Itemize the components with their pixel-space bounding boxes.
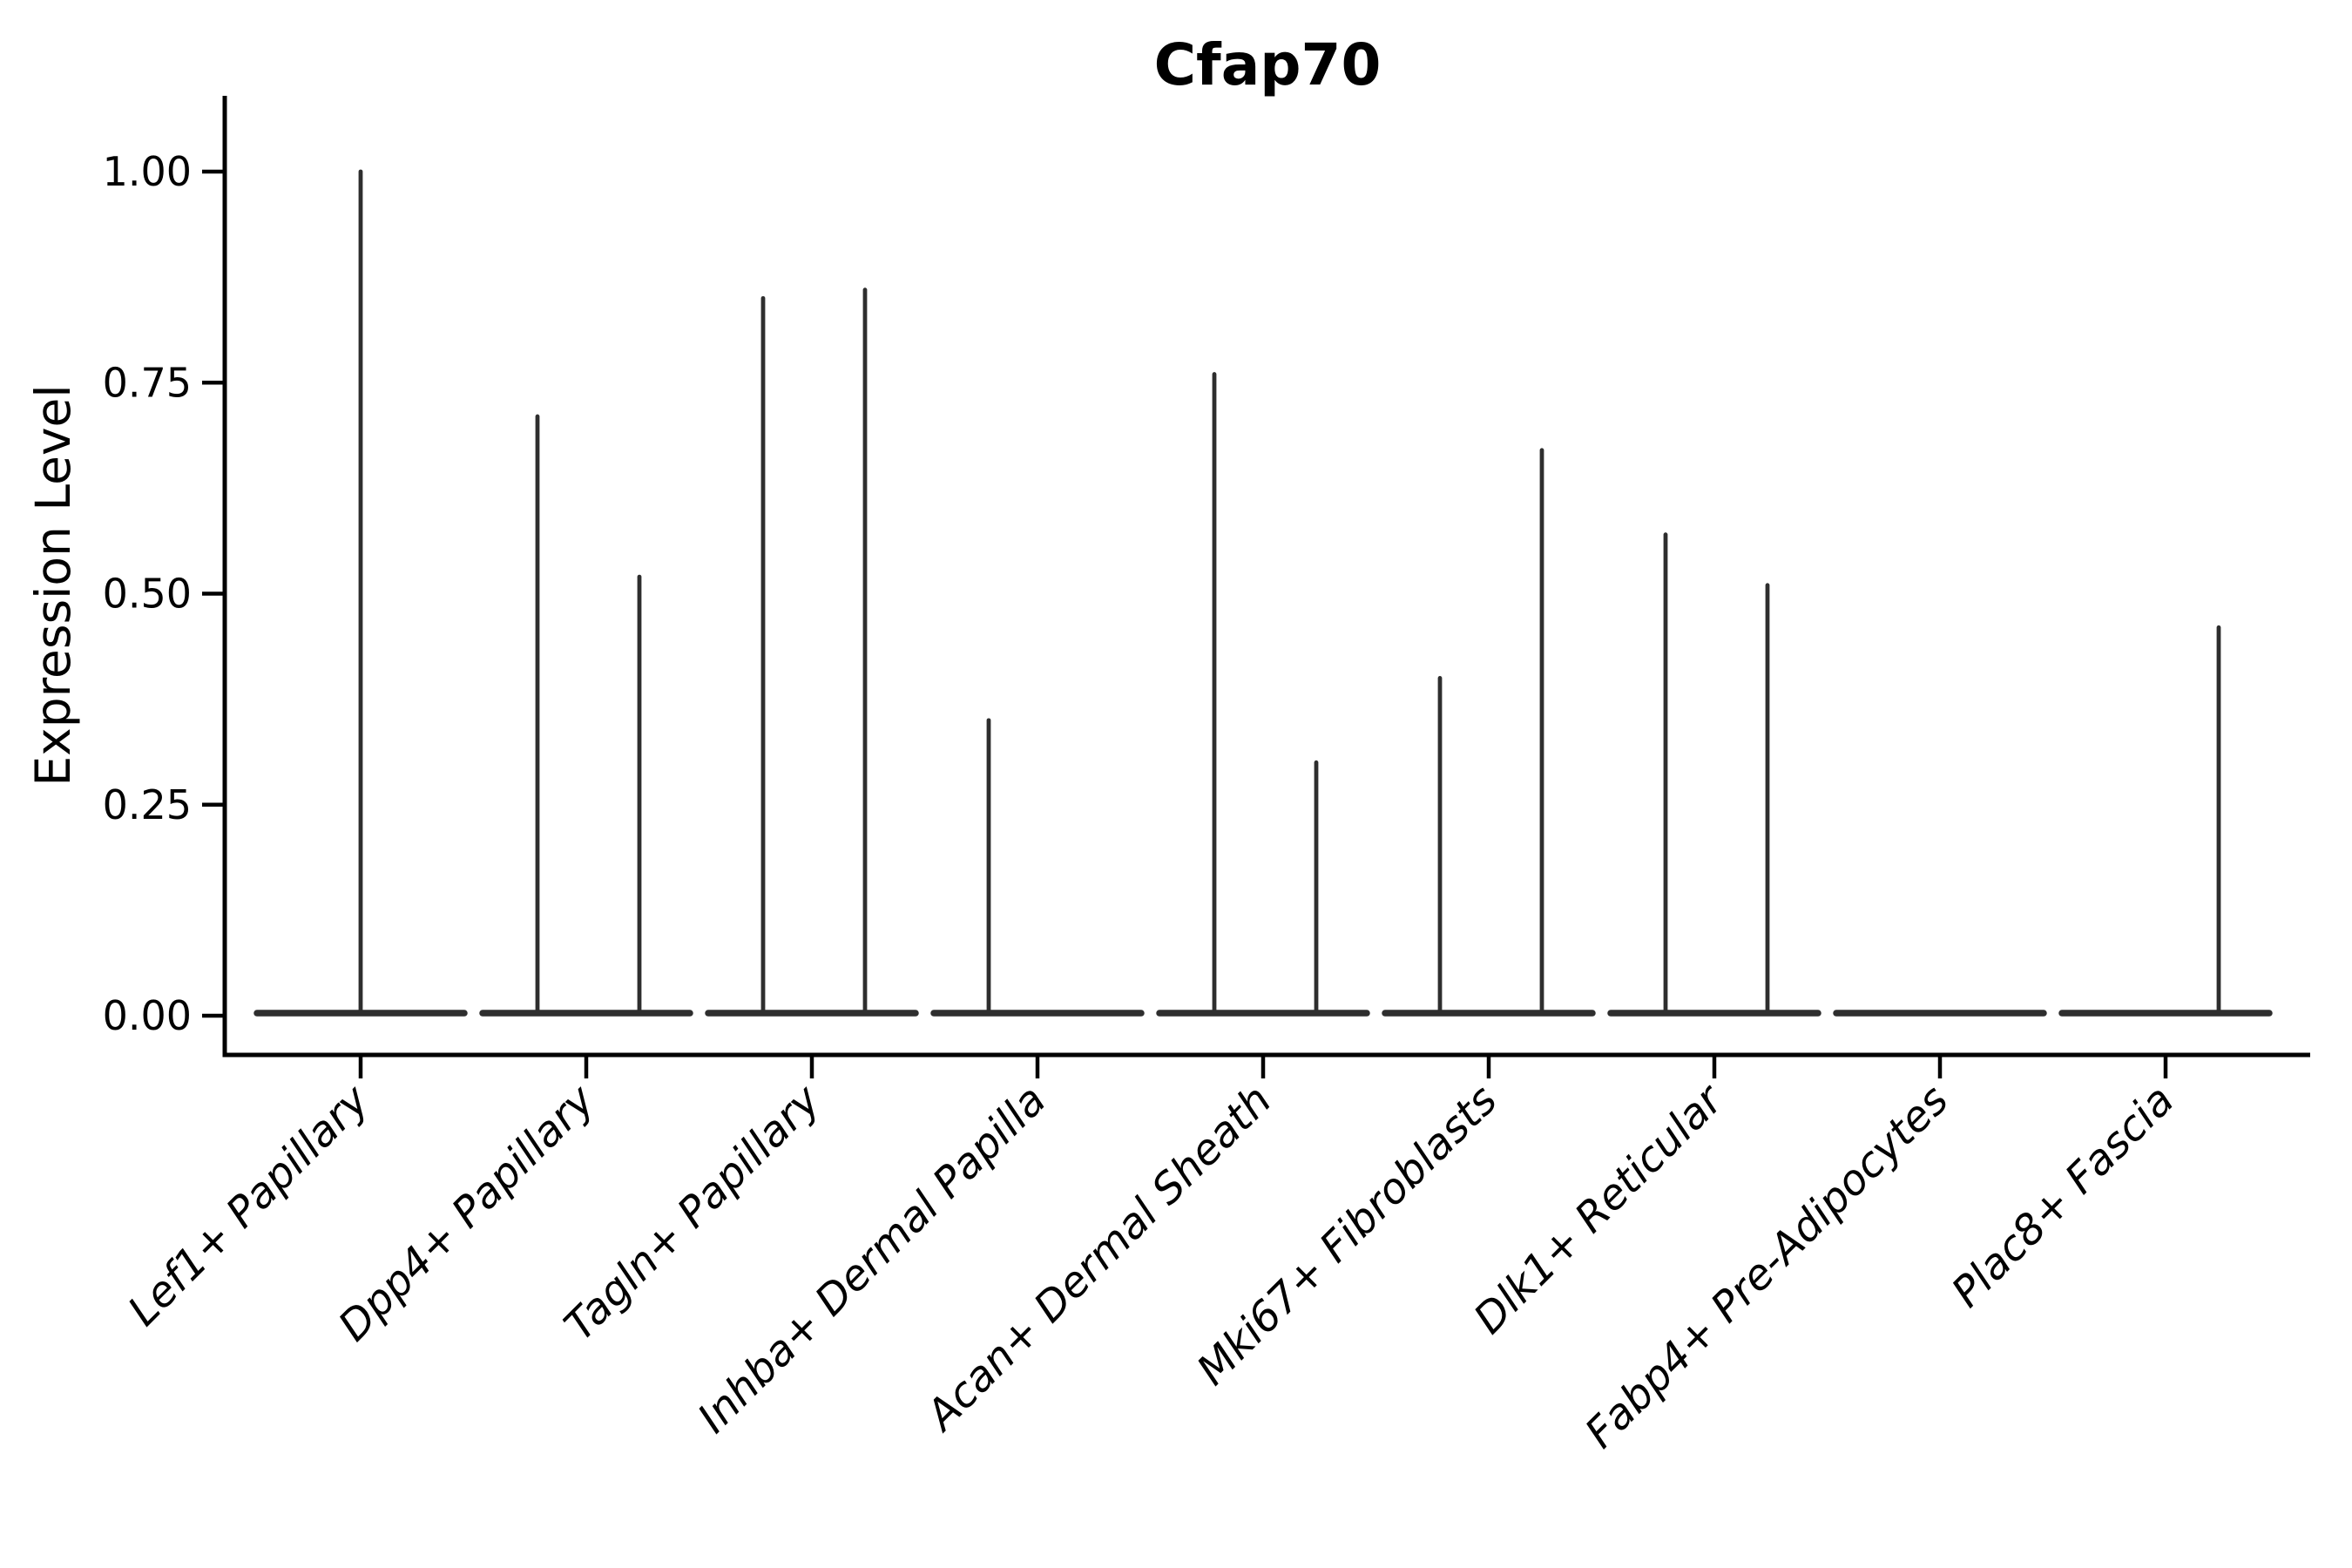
- x-tick-label: Lef1+ Papillary: [118, 1075, 379, 1335]
- x-tick-label: Plac8+ Fascia: [1943, 1076, 2184, 1317]
- chart-title: Cfap70: [1154, 31, 1382, 98]
- x-tick-label: Fabp4+ Pre-Adipocytes: [1576, 1076, 1958, 1458]
- x-tick-label: Dlk1+ Reticular: [1464, 1074, 1734, 1344]
- y-axis-label: Expression Level: [25, 384, 81, 786]
- y-tick-label: 0.25: [103, 781, 192, 828]
- y-tick-label: 1.00: [103, 148, 192, 195]
- y-tick-label: 0.00: [103, 992, 192, 1039]
- y-tick-label: 0.50: [103, 571, 192, 618]
- y-tick-label: 0.75: [103, 359, 192, 406]
